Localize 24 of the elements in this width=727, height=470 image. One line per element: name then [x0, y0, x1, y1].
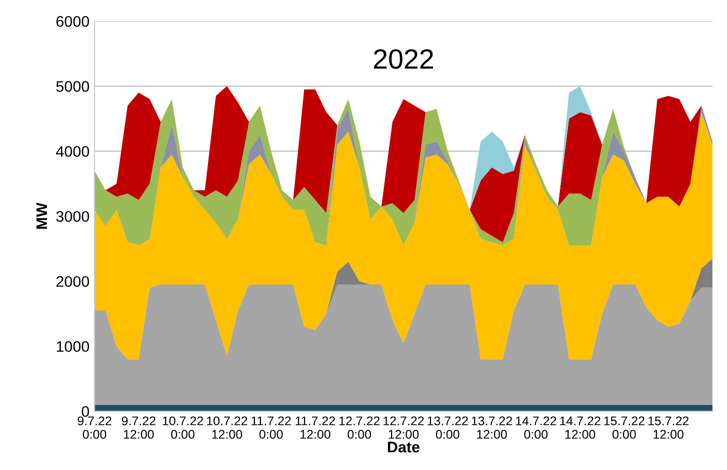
text: 2022 [374, 49, 433, 69]
y-axis-title: MW [36, 202, 47, 229]
x-tick-label: 11.7.22 12:00 [296, 416, 335, 439]
x-tick-label: 12.7.22 12:00 [384, 416, 424, 439]
x-tick-label: 14.7.22 0:00 [516, 416, 556, 439]
x-tick-label: 11.7.22 0:00 [252, 416, 291, 439]
y-tick-label: 5000 [56, 81, 90, 92]
y-tick-label: 2000 [56, 276, 90, 287]
x-tick-label: 9.7.22 12:00 [122, 416, 156, 439]
x-tick-label: 14.7.22 12:00 [560, 416, 600, 439]
x-tick-label: 12.7.22 0:00 [339, 416, 380, 439]
y-tick-label: 0 [82, 406, 90, 417]
y-tick-label: 3000 [56, 211, 90, 222]
y-tick-label: 1000 [56, 341, 90, 352]
x-tick-label: 15.7.22 0:00 [604, 416, 644, 439]
x-tick-label: 13.7.22 12:00 [472, 416, 512, 439]
x-tick-label: 13.7.22 0:00 [428, 416, 468, 439]
y-tick-label: 4000 [56, 146, 90, 157]
x-tick-label: 15.7.22 12:00 [648, 416, 689, 439]
y-tick-label: 6000 [56, 16, 90, 27]
x-tick-label: 10.7.22 0:00 [162, 416, 204, 439]
x-tick-label: 9.7.22 0:00 [78, 416, 112, 439]
x-axis-title: Date [388, 442, 420, 452]
x-tick-label: 10.7.22 12:00 [207, 416, 248, 439]
